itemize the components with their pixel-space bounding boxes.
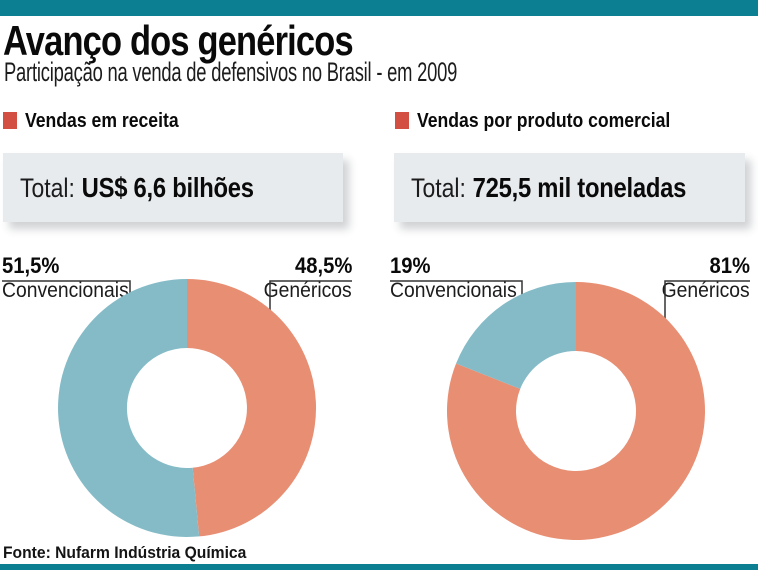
right-chart-generics-label: Genéricos	[661, 279, 750, 302]
left-chart-generics-label: Genéricos	[263, 279, 352, 302]
total-value: US$ 6,6 bilhões	[81, 171, 254, 203]
total-line: Total: 725,5 mil toneladas	[411, 172, 686, 204]
legend-marker-icon	[395, 112, 409, 129]
source-note: Fonte: Nufarm Indústria Química	[3, 543, 247, 562]
right-chart-conventional-label: Convencionais	[390, 279, 517, 302]
chart-right-legend-title: Vendas por produto comercial	[417, 110, 671, 132]
top-accent-bar	[0, 0, 758, 16]
legend-marker-icon	[3, 112, 17, 129]
total-box-left: Total: US$ 6,6 bilhões	[3, 153, 343, 222]
total-label: Total:	[20, 172, 75, 203]
leader-line	[2, 280, 131, 300]
page-title: Avanço dos genéricos	[3, 17, 354, 64]
total-label: Total:	[411, 172, 466, 203]
donut-slice-convencionais	[58, 279, 200, 537]
chart-left-legend-title: Vendas em receita	[25, 110, 179, 132]
right-chart-conventional-pct: 19%	[390, 253, 431, 278]
right-chart-generics-pct: 81%	[709, 253, 750, 278]
donut-slice-genéricos	[187, 279, 317, 537]
leader-line	[390, 280, 523, 302]
leader-line	[269, 280, 352, 314]
donut-slice-convencionais	[456, 282, 576, 389]
donut-slice-genéricos	[447, 282, 706, 540]
bottom-accent-bar	[0, 564, 758, 570]
left-chart-conventional-label: Convencionais	[2, 279, 129, 302]
left-chart-generics-pct: 48,5%	[294, 253, 352, 278]
page-subtitle: Participação na venda de defensivos no B…	[4, 57, 458, 87]
total-box-right: Total: 725,5 mil toneladas	[394, 153, 745, 222]
donut-chart-left	[58, 279, 317, 537]
donut-chart-right	[447, 282, 706, 540]
total-value: 725,5 mil toneladas	[472, 171, 687, 203]
leader-line	[664, 280, 750, 322]
left-chart-conventional-pct: 51,5%	[2, 253, 60, 278]
total-line: Total: US$ 6,6 bilhões	[20, 172, 254, 204]
